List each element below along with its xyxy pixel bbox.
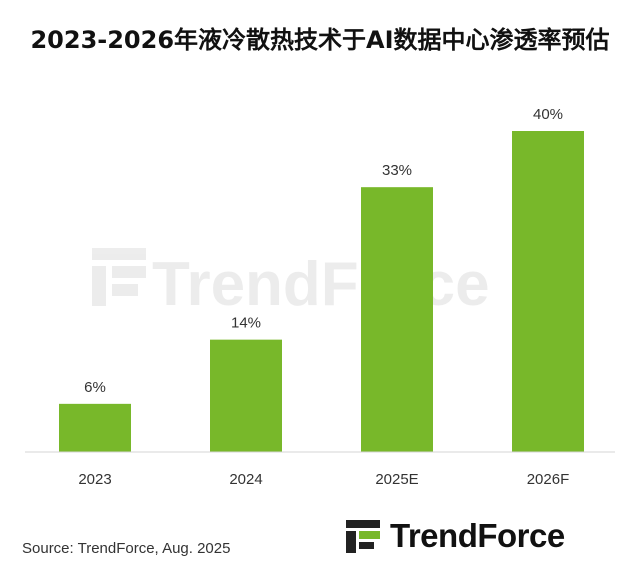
chart-title: 2023-2026年液冷散热技术于AI数据中心渗透率预估 (30, 26, 610, 54)
data-label-2026F: 40% (533, 106, 563, 123)
x-tick-2025E: 2025E (375, 471, 418, 488)
watermark-text: TrendForce (152, 250, 490, 319)
logo-text: TrendForce (390, 517, 565, 554)
x-tick-2024: 2024 (229, 471, 262, 488)
bar-2025E (361, 187, 433, 453)
watermark-logo-icon (92, 248, 146, 306)
data-label-2025E: 33% (382, 162, 412, 179)
x-tick-labels: 2023 2024 2025E 2026F (78, 471, 569, 488)
watermark: TrendForce (92, 248, 490, 319)
bar-series (59, 131, 584, 453)
data-label-2024: 14% (231, 315, 261, 332)
x-tick-2026F: 2026F (527, 471, 570, 488)
bar-2026F (512, 131, 584, 452)
trendforce-logo-icon (346, 520, 380, 553)
trendforce-logo: TrendForce (344, 516, 565, 556)
data-labels: 6% 14% 33% 40% (84, 106, 563, 396)
source-note: Source: TrendForce, Aug. 2025 (22, 540, 231, 557)
bar-2023 (59, 403, 131, 452)
bar-2024 (210, 339, 282, 452)
data-label-2023: 6% (84, 379, 106, 396)
x-tick-2023: 2023 (78, 471, 111, 488)
